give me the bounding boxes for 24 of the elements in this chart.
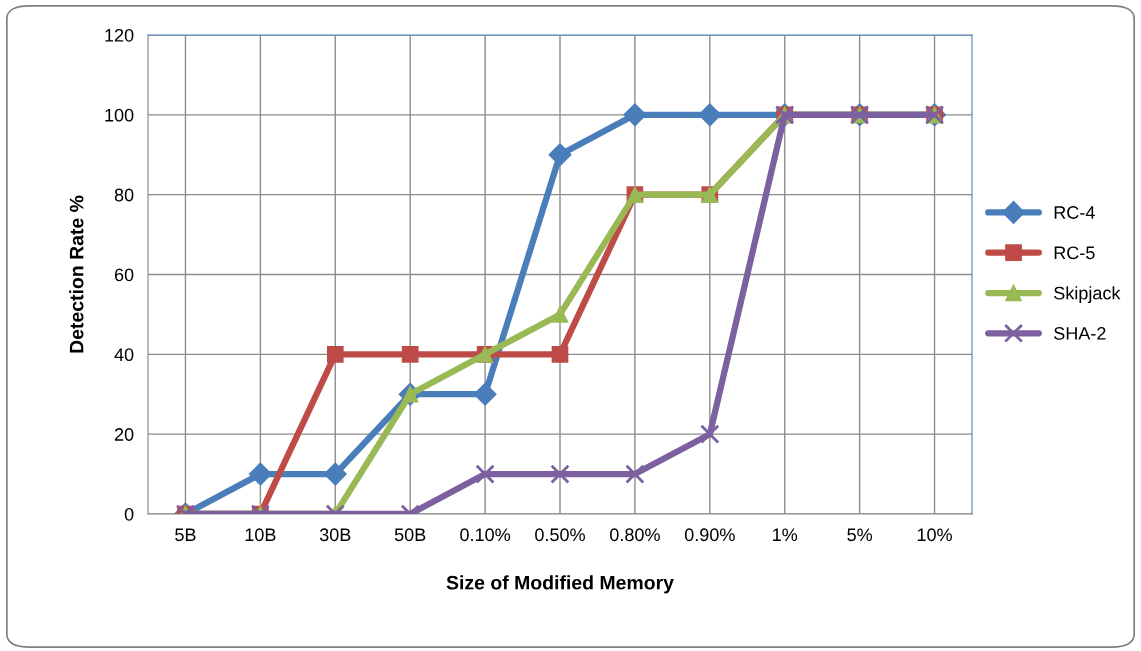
x-tick-label: 0.50% — [535, 528, 585, 542]
x-tick-label: 50B — [394, 528, 426, 542]
x-axis-title: Size of Modified Memory — [446, 575, 674, 594]
x-tick-label: 0.80% — [610, 528, 660, 542]
y-tick-label: 40 — [114, 348, 134, 362]
x-tick-label: 0.10% — [460, 528, 511, 542]
legend-label: SHA-2 — [1054, 327, 1106, 340]
x-tick-label: 0.90% — [684, 528, 735, 542]
legend-label: Skipjack — [1054, 286, 1121, 304]
x-tick-label: 5B — [175, 528, 196, 542]
y-tick-label: 120 — [105, 28, 134, 42]
legend-label: RC-5 — [1054, 246, 1095, 260]
y-tick-label: 60 — [114, 268, 134, 282]
y-axis-title: Detection Rate % — [69, 195, 84, 353]
y-tick-label: 0 — [124, 507, 134, 521]
y-tick-label: 20 — [114, 428, 134, 441]
y-tick-label: 100 — [105, 108, 134, 122]
x-tick-label: 1% — [773, 528, 798, 542]
x-tick-label: 10% — [917, 528, 952, 542]
x-tick-label: 30B — [319, 528, 351, 542]
x-tick-label: 5% — [847, 528, 873, 542]
legend-label: RC-4 — [1054, 206, 1095, 219]
x-tick-label: 10B — [245, 528, 276, 542]
y-tick-label: 80 — [114, 188, 134, 202]
